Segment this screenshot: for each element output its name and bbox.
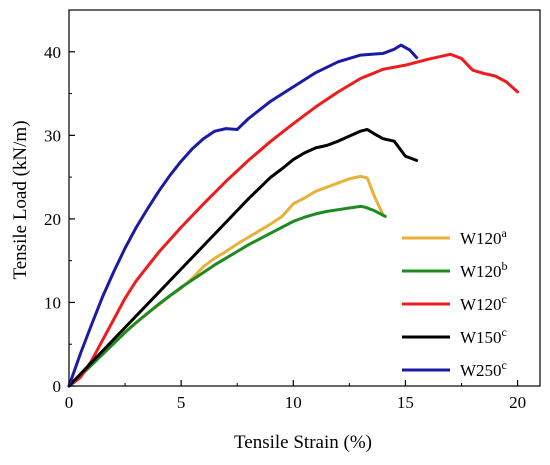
legend-label-w120-c: W120c	[460, 292, 507, 314]
axis-ticks: 0 5 10 15 20 0 10 20 30 40	[44, 43, 526, 412]
x-tick-label: 15	[397, 393, 414, 412]
y-tick-label: 0	[53, 377, 62, 396]
y-tick-label: 40	[44, 43, 61, 62]
x-tick-label: 10	[285, 393, 302, 412]
legend: W120a W120b W120c W150c W250c	[402, 226, 508, 380]
x-axis-title: Tensile Strain (%)	[234, 432, 372, 453]
plot-border	[68, 9, 541, 387]
series-line-w120-c	[67, 52, 520, 388]
y-tick-label: 30	[44, 126, 61, 145]
y-axis-title: Tensile Load (kN/m)	[10, 120, 31, 279]
series-line-w120-b	[67, 204, 387, 388]
legend-label-w250-c: W250c	[460, 358, 507, 380]
y-tick-label: 10	[44, 293, 61, 312]
y-tick-label: 20	[44, 210, 61, 229]
x-tick-label: 5	[177, 393, 186, 412]
legend-label-w120-a: W120a	[460, 226, 508, 248]
x-tick-label: 20	[509, 393, 526, 412]
series-line-w150-c	[67, 127, 419, 388]
plot-frame	[68, 9, 541, 387]
x-tick-label: 0	[65, 393, 74, 412]
legend-label-w150-c: W150c	[460, 325, 507, 347]
series-line-w120-a	[67, 174, 385, 388]
series-line-w250-c	[67, 43, 419, 388]
legend-label-w120-b: W120b	[460, 259, 508, 281]
series-curves	[67, 43, 520, 388]
